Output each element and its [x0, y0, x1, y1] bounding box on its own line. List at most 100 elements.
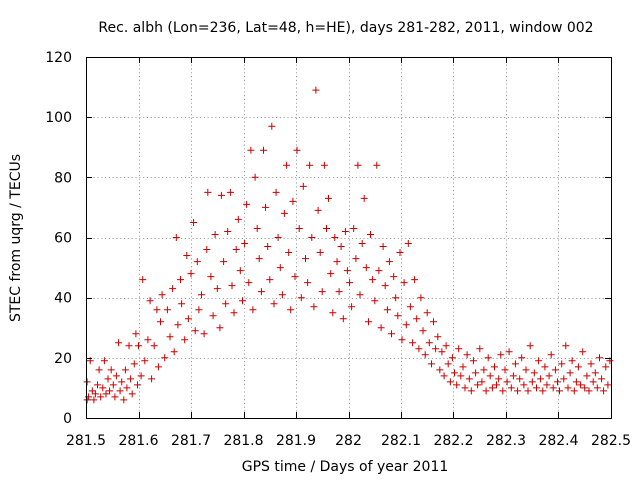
data-point — [411, 276, 419, 284]
data-point — [488, 384, 496, 392]
data-point — [432, 345, 440, 353]
data-point — [181, 336, 189, 344]
y-tick-label: 40 — [54, 291, 72, 307]
data-point — [541, 363, 549, 371]
data-point — [604, 381, 612, 389]
data-point — [409, 339, 417, 347]
data-point — [153, 306, 161, 314]
data-point — [602, 363, 610, 371]
data-point — [556, 387, 563, 395]
axis-ticks — [86, 57, 612, 419]
data-point — [99, 384, 107, 392]
data-point — [509, 372, 517, 380]
data-point — [320, 161, 328, 169]
data-point — [211, 231, 219, 238]
data-point — [503, 378, 511, 386]
data-point — [482, 387, 490, 395]
data-point — [220, 258, 228, 266]
data-point — [257, 288, 265, 296]
data-point — [198, 291, 205, 299]
grid-lines — [86, 57, 611, 418]
data-point — [172, 234, 180, 241]
data-point — [285, 249, 293, 256]
data-point — [121, 366, 129, 374]
data-point — [289, 197, 297, 205]
data-point — [388, 330, 395, 338]
data-point — [166, 333, 174, 341]
data-point — [283, 161, 291, 169]
data-point — [157, 318, 164, 326]
data-point — [453, 381, 461, 389]
y-tick-label: 80 — [54, 170, 72, 186]
data-points — [83, 86, 614, 404]
data-point — [216, 324, 224, 332]
data-point — [537, 375, 545, 383]
data-point — [415, 345, 423, 353]
data-point — [158, 291, 166, 299]
data-point — [130, 360, 138, 368]
data-point — [554, 378, 561, 386]
data-point — [457, 372, 465, 380]
data-point — [446, 378, 454, 386]
data-point — [241, 240, 249, 247]
data-point — [132, 330, 140, 338]
data-point — [463, 351, 471, 359]
data-point — [314, 206, 322, 214]
data-point — [383, 306, 391, 314]
data-point — [83, 396, 91, 404]
data-point — [262, 203, 269, 211]
data-point — [371, 297, 379, 305]
data-point — [377, 324, 385, 332]
data-point — [461, 384, 469, 392]
data-point — [106, 387, 114, 395]
data-point — [587, 360, 595, 368]
y-axis-label: STEC from uqrg / TECUs — [8, 154, 24, 322]
data-point — [125, 342, 133, 350]
data-point — [178, 300, 186, 308]
data-point — [417, 294, 425, 302]
data-point — [528, 378, 536, 386]
data-point — [524, 387, 532, 395]
data-point — [467, 387, 475, 395]
data-point — [404, 240, 412, 247]
data-point — [295, 225, 303, 232]
data-point — [260, 146, 267, 154]
data-point — [95, 366, 103, 374]
data-point — [568, 357, 576, 365]
data-point — [491, 363, 498, 371]
data-point — [217, 191, 225, 199]
data-point — [413, 315, 421, 323]
data-point — [394, 312, 402, 320]
data-point — [478, 378, 486, 386]
x-tick-labels: 281.5 281.6 281.7 281.8 281.9 282 282.1 282.2 28… — [66, 433, 631, 449]
data-point — [402, 321, 410, 329]
data-point — [193, 258, 201, 266]
data-point — [266, 276, 274, 284]
data-point — [354, 161, 362, 169]
data-point — [339, 315, 347, 323]
data-point — [272, 188, 280, 196]
data-point — [177, 276, 184, 284]
data-point — [222, 300, 230, 308]
data-point — [495, 375, 503, 383]
data-point — [545, 372, 553, 380]
data-point — [560, 375, 568, 383]
data-point — [207, 273, 215, 281]
data-point — [274, 234, 282, 241]
data-point — [184, 315, 192, 323]
data-point — [516, 375, 524, 383]
data-point — [83, 378, 91, 386]
data-point — [154, 363, 162, 371]
data-point — [360, 194, 368, 202]
y-tick-labels: 0 20 40 60 80 100 120 — [45, 50, 72, 427]
data-point — [337, 243, 345, 250]
data-point — [365, 318, 372, 326]
data-point — [91, 390, 99, 398]
data-point — [476, 345, 484, 353]
data-point — [448, 354, 456, 362]
data-point — [120, 396, 128, 404]
data-point — [356, 291, 364, 299]
x-tick-label: 281.9 — [276, 433, 316, 449]
data-point — [469, 357, 477, 365]
y-tick-label: 120 — [45, 50, 72, 66]
